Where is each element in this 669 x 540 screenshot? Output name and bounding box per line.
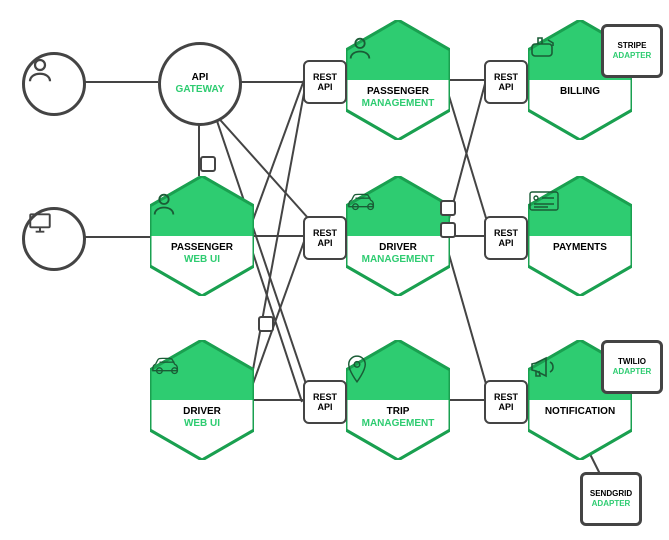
rest-label: RESTAPI xyxy=(313,72,337,92)
node-label-1: PASSENGER xyxy=(150,242,254,254)
api-gateway: APIGATEWAY xyxy=(158,42,242,126)
node-label-2: MANAGEMENT xyxy=(346,254,450,266)
adapter-label: STRIPEADAPTER xyxy=(613,41,652,61)
gateway-label-1: API xyxy=(192,72,209,84)
edge xyxy=(446,244,486,384)
edge xyxy=(250,82,306,386)
node-driver_mgmt: DRIVERMANAGEMENT xyxy=(346,176,450,296)
rest-api-box: RESTAPI xyxy=(303,380,347,424)
rest-label: RESTAPI xyxy=(313,228,337,248)
client-monitor xyxy=(22,207,86,271)
rest-api-box: RESTAPI xyxy=(484,380,528,424)
node-label-1: PASSENGER xyxy=(346,86,450,98)
client-user xyxy=(22,52,86,116)
node-label-1: PAYMENTS xyxy=(528,242,632,254)
rest-label: RESTAPI xyxy=(494,228,518,248)
rest-label: RESTAPI xyxy=(313,392,337,412)
node-label-2: WEB UI xyxy=(150,254,254,266)
node-pass_mgmt: PASSENGERMANAGEMENT xyxy=(346,20,450,140)
connector-dot xyxy=(440,200,456,216)
adapter-twilio: TWILIOADAPTER xyxy=(601,340,663,394)
node-label-1: DRIVER xyxy=(150,406,254,418)
node-label-1: NOTIFICATION xyxy=(528,406,632,418)
rest-api-box: RESTAPI xyxy=(484,60,528,104)
node-label-2: MANAGEMENT xyxy=(346,418,450,430)
node-driver_ui: DRIVERWEB UI xyxy=(150,340,254,460)
adapter-label: TWILIOADAPTER xyxy=(613,357,652,377)
node-label-1: DRIVER xyxy=(346,242,450,254)
node-label-2: WEB UI xyxy=(150,418,254,430)
node-label-2: MANAGEMENT xyxy=(346,98,450,110)
connector-dot xyxy=(200,156,216,172)
adapter-stripe: STRIPEADAPTER xyxy=(601,24,663,78)
gateway-label-2: GATEWAY xyxy=(176,84,225,96)
node-pass_ui: PASSENGERWEB UI xyxy=(150,176,254,296)
rest-api-box: RESTAPI xyxy=(303,60,347,104)
rest-api-box: RESTAPI xyxy=(484,216,528,260)
connector-dot xyxy=(440,222,456,238)
connector-dot xyxy=(258,316,274,332)
edge xyxy=(250,236,306,392)
adapter-label: SENDGRIDADAPTER xyxy=(590,489,632,509)
node-label-1: TRIP xyxy=(346,406,450,418)
rest-api-box: RESTAPI xyxy=(303,216,347,260)
rest-label: RESTAPI xyxy=(494,392,518,412)
node-trip_mgmt: TRIPMANAGEMENT xyxy=(346,340,450,460)
adapter-sendgrid: SENDGRIDADAPTER xyxy=(580,472,642,526)
rest-label: RESTAPI xyxy=(494,72,518,92)
node-label-1: BILLING xyxy=(528,86,632,98)
node-payments: PAYMENTS xyxy=(528,176,632,296)
